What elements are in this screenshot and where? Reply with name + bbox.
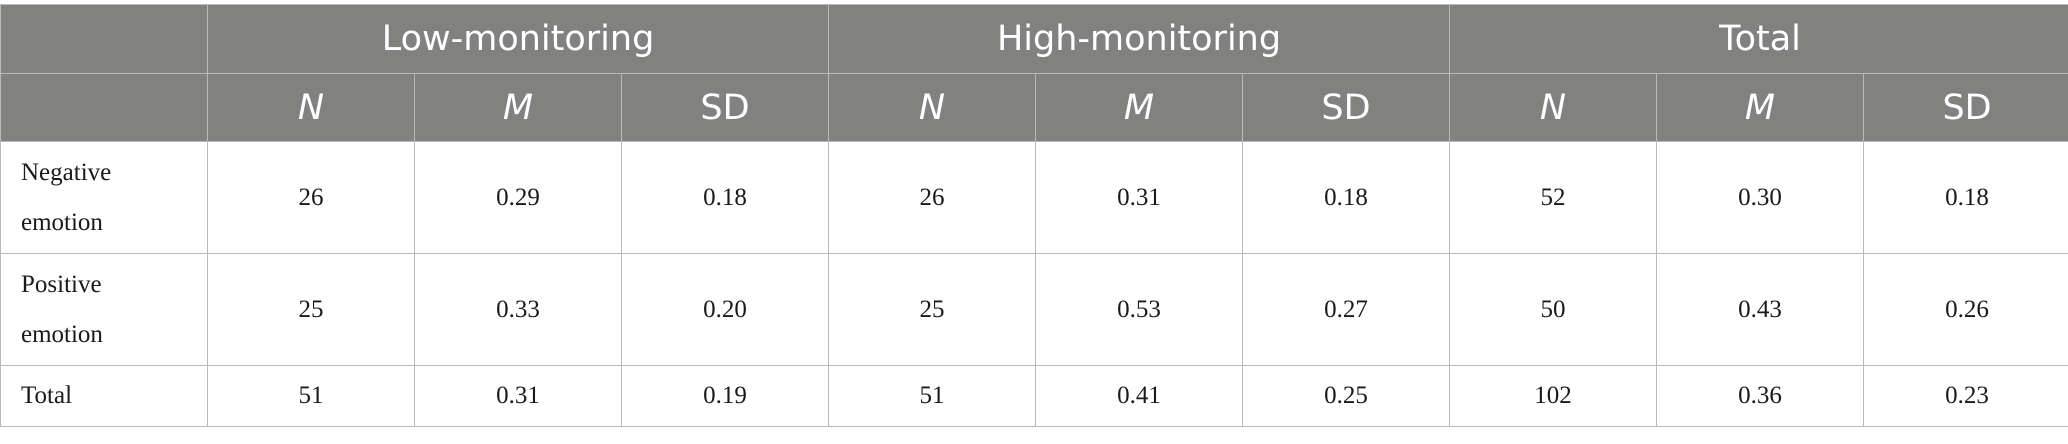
table-cell: 0.23 <box>1863 365 2068 427</box>
stat-header-sd: SD <box>1242 73 1451 142</box>
stat-header-n: N <box>828 73 1037 142</box>
table-cell: 0.27 <box>1242 253 1451 366</box>
table-cell: 0.25 <box>1242 365 1451 427</box>
row-label: Positive emotion <box>0 253 208 366</box>
table-header: Low-monitoring High-monitoring Total N M… <box>0 4 2068 142</box>
table-cell: 0.43 <box>1656 253 1865 366</box>
table-cell: 0.41 <box>1035 365 1244 427</box>
stat-header-row: N M SD N M SD N M SD <box>0 73 2068 142</box>
corner-cell <box>0 73 208 142</box>
statistics-table: Low-monitoring High-monitoring Total N M… <box>0 4 2068 427</box>
table-cell: 102 <box>1449 365 1658 427</box>
table-cell: 0.29 <box>414 141 622 254</box>
table-cell: 0.18 <box>620 141 830 254</box>
row-label-text: Total <box>21 382 73 409</box>
table-cell: 52 <box>1449 141 1658 254</box>
table-cell: 0.26 <box>1863 253 2068 366</box>
table-row-positive-emotion: Positive emotion 25 0.33 0.20 25 0.53 0.… <box>0 253 2068 366</box>
stat-header-m: M <box>1035 73 1244 142</box>
group-header-low-monitoring: Low-monitoring <box>206 4 830 74</box>
stat-header-n: N <box>207 73 415 142</box>
table-cell: 51 <box>828 365 1037 427</box>
stat-header-sd: SD <box>1863 73 2068 142</box>
table-cell: 0.36 <box>1656 365 1865 427</box>
table-cell: 25 <box>207 253 415 366</box>
table-cell: 0.18 <box>1863 141 2068 254</box>
table-cell: 0.30 <box>1656 141 1865 254</box>
stat-header-m: M <box>1656 73 1865 142</box>
row-label: Negative emotion <box>0 141 208 254</box>
table-cell: 0.31 <box>1035 141 1244 254</box>
corner-cell <box>0 4 208 74</box>
group-header-high-monitoring: High-monitoring <box>828 4 1451 74</box>
stat-header-n: N <box>1449 73 1658 142</box>
table-cell: 26 <box>828 141 1037 254</box>
table-cell: 25 <box>828 253 1037 366</box>
group-header-total: Total <box>1449 4 2068 74</box>
table-cell: 26 <box>207 141 415 254</box>
table-cell: 51 <box>207 365 415 427</box>
table-cell: 0.20 <box>620 253 830 366</box>
table-body: Negative emotion 26 0.29 0.18 26 0.31 0.… <box>0 141 2068 427</box>
table-row-total: Total 51 0.31 0.19 51 0.41 0.25 102 0.36… <box>0 365 2068 427</box>
table-cell: 50 <box>1449 253 1658 366</box>
table-cell: 0.53 <box>1035 253 1244 366</box>
stat-header-sd: SD <box>620 73 830 142</box>
table-row-negative-emotion: Negative emotion 26 0.29 0.18 26 0.31 0.… <box>0 141 2068 254</box>
group-header-row: Low-monitoring High-monitoring Total <box>0 4 2068 74</box>
table-cell: 0.18 <box>1242 141 1451 254</box>
stat-header-m: M <box>414 73 622 142</box>
row-label: Total <box>0 365 208 427</box>
row-label-text: Negative emotion <box>21 158 112 236</box>
table-cell: 0.19 <box>620 365 830 427</box>
table-cell: 0.31 <box>414 365 622 427</box>
row-label-text: Positive emotion <box>21 270 103 348</box>
table-cell: 0.33 <box>414 253 622 366</box>
